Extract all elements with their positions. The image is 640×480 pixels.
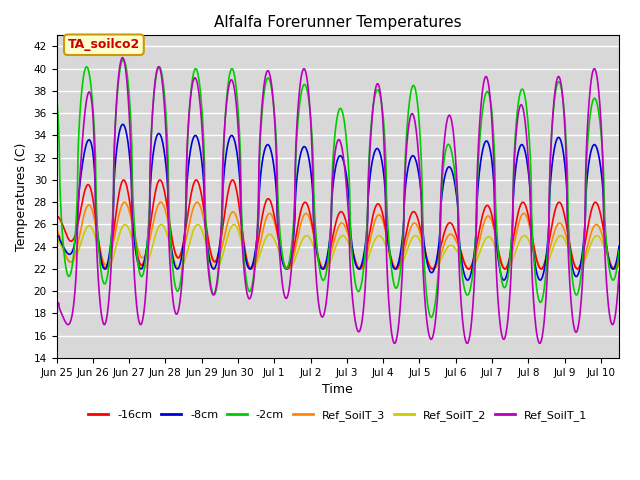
Title: Alfalfa Forerunner Temperatures: Alfalfa Forerunner Temperatures [214,15,461,30]
Legend: -16cm, -8cm, -2cm, Ref_SoilT_3, Ref_SoilT_2, Ref_SoilT_1: -16cm, -8cm, -2cm, Ref_SoilT_3, Ref_Soil… [84,406,592,425]
Text: TA_soilco2: TA_soilco2 [68,38,140,51]
X-axis label: Time: Time [323,383,353,396]
Y-axis label: Temperatures (C): Temperatures (C) [15,143,28,251]
